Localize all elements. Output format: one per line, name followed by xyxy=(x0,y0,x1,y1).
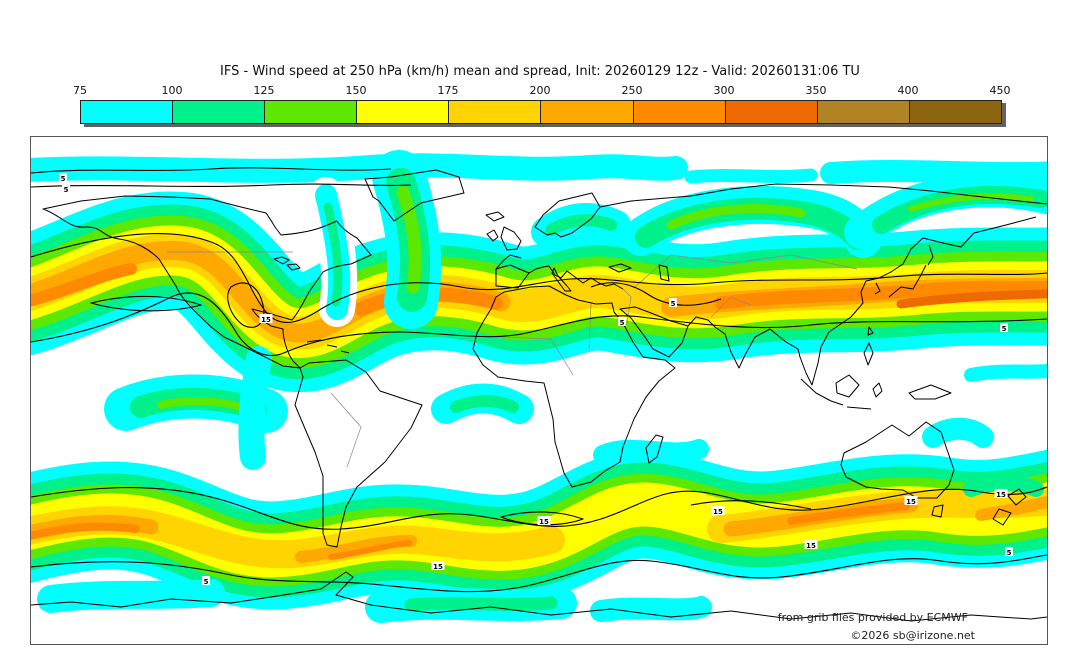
contour-label: 15 xyxy=(713,508,723,516)
colorbar-segment xyxy=(448,101,541,123)
contour-label-box xyxy=(431,561,445,570)
contour-label-box xyxy=(1000,323,1008,332)
colorbar-tick-labels: 75 100 125 150 175 200 250 300 350 400 450 xyxy=(73,84,1011,98)
contour-label: 5 xyxy=(204,578,209,586)
map-canvas: 5 5 15 5 5 5 15 15 15 15 5 15 15 5 xyxy=(31,150,1047,623)
colorbar-segment xyxy=(816,101,909,123)
colorbar-segment xyxy=(172,101,265,123)
colorbar xyxy=(80,100,1002,124)
colorbar-tick: 250 xyxy=(621,84,643,97)
provider-credit: from grib files provided by ECMWF xyxy=(777,611,968,624)
colorbar-tick: 400 xyxy=(897,84,919,97)
colorbar-tick: 75 xyxy=(73,84,87,97)
contour-label-box xyxy=(259,314,273,323)
colorbar-tick: 200 xyxy=(529,84,551,97)
contour-label: 15 xyxy=(906,498,916,506)
world-map: 5 5 15 5 5 5 15 15 15 15 5 15 15 5 xyxy=(30,136,1048,645)
contour-label: 15 xyxy=(261,316,271,324)
contour-label-box xyxy=(1005,547,1013,556)
colorbar-tick: 125 xyxy=(253,84,275,97)
contour-label: 5 xyxy=(64,186,69,194)
colorbar-tick: 175 xyxy=(437,84,459,97)
colorbar-segment xyxy=(540,101,633,123)
contour-label: 15 xyxy=(539,518,549,526)
spread-contours xyxy=(31,167,1047,593)
contour-label-box xyxy=(994,489,1008,498)
contour-label: 15 xyxy=(996,491,1006,499)
contour-label: 15 xyxy=(433,563,443,571)
colorbar-segment xyxy=(908,101,1001,123)
colorbar-tick: 150 xyxy=(345,84,367,97)
contour-label: 5 xyxy=(671,300,676,308)
colorbar-segment xyxy=(264,101,357,123)
colorbar-tick: 450 xyxy=(989,84,1011,97)
contour-label-box xyxy=(202,576,210,585)
contour-label-box xyxy=(804,540,818,549)
contour-label-box xyxy=(59,173,67,182)
colorbar-segment xyxy=(356,101,449,123)
contour-label: 15 xyxy=(806,542,816,550)
colorbar-segment xyxy=(632,101,725,123)
copyright-credit: ©2026 sb@irizone.net xyxy=(850,629,975,642)
colorbar-segment xyxy=(724,101,817,123)
spread-contour-labels: 5 5 15 5 5 5 15 15 15 15 5 15 15 5 xyxy=(59,173,1013,586)
colorbar-tick: 350 xyxy=(805,84,827,97)
colorbar-tick: 100 xyxy=(161,84,183,97)
contour-label-box xyxy=(62,184,70,193)
contour-label-box xyxy=(904,496,918,505)
contour-label-box xyxy=(618,317,626,326)
coastlines xyxy=(31,169,1047,622)
contour-label: 5 xyxy=(1002,325,1007,333)
contour-label-box xyxy=(537,516,551,525)
contour-label-box xyxy=(669,298,677,307)
colorbar-tick: 300 xyxy=(713,84,735,97)
wind-speed-shading xyxy=(31,150,1047,623)
contour-label: 5 xyxy=(1007,549,1012,557)
contour-label: 5 xyxy=(61,175,66,183)
contour-label-box xyxy=(711,506,725,515)
colorbar-segment xyxy=(81,101,173,123)
page-title: IFS - Wind speed at 250 hPa (km/h) mean … xyxy=(220,64,860,79)
contour-label: 5 xyxy=(620,319,625,327)
